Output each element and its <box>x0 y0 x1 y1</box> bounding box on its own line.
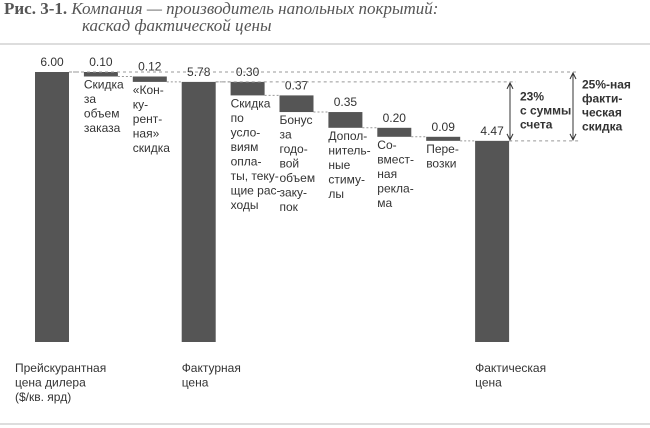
title-line: каскад фактической цены <box>82 16 271 35</box>
category-label: «Кон- <box>133 83 164 97</box>
category-label: за <box>280 128 293 142</box>
value-label: 0.20 <box>383 111 407 125</box>
category-label: ма <box>377 196 392 210</box>
category-label: Допол- <box>328 129 367 143</box>
category-label: заку- <box>280 186 308 200</box>
value-label: 0.37 <box>285 79 309 93</box>
bar <box>181 81 216 343</box>
category-label: усло- <box>231 126 261 140</box>
value-label: 0.12 <box>138 60 162 74</box>
category-label: Прейскурантная <box>15 361 106 375</box>
arrow-head <box>506 81 514 90</box>
value-label: 0.09 <box>432 120 456 134</box>
category-label: вой <box>280 157 300 171</box>
bar <box>132 76 167 82</box>
annotation-text: 23% <box>520 90 544 104</box>
bar <box>279 95 314 113</box>
category-label: лы <box>328 187 344 201</box>
category-label: цена дилера <box>15 376 86 390</box>
category-label: Фактическая <box>475 361 546 375</box>
bar <box>328 112 363 128</box>
annotation-text: с суммы <box>520 104 571 118</box>
category-label: за <box>84 92 97 106</box>
category-label: щие рас- <box>231 184 281 198</box>
title-label: Рис. 3-1. <box>4 0 67 18</box>
bar <box>230 81 265 96</box>
annotation-text: скидка <box>582 120 623 134</box>
category-label: ные <box>328 158 350 172</box>
category-label: Фактурная <box>182 361 241 375</box>
category-label: ходы <box>231 198 259 212</box>
category-label: ная <box>377 167 397 181</box>
category-label: цена <box>475 376 502 390</box>
category-label: ты, теку- <box>231 169 279 183</box>
annotation-text: ческая <box>582 106 622 120</box>
category-label: рент- <box>133 112 162 126</box>
category-label: по <box>231 111 244 125</box>
annotation-text: 25%-ная <box>582 78 631 92</box>
category-label: объем <box>84 107 120 121</box>
category-label: пок <box>280 200 299 214</box>
annotation-text: счета <box>520 118 553 132</box>
value-label: 0.35 <box>334 95 358 109</box>
arrow-head <box>569 71 577 80</box>
bar <box>426 136 461 141</box>
chart-title: Рис. 3-1. Компания — производитель напол… <box>4 0 438 18</box>
category-label: опла- <box>231 155 262 169</box>
value-label: 0.30 <box>236 65 260 79</box>
category-label: объем <box>280 171 316 185</box>
annotation-text: факти- <box>582 92 622 106</box>
category-label: рекла- <box>377 181 413 195</box>
category-label: цена <box>182 376 209 390</box>
value-label: 5.78 <box>187 65 211 79</box>
value-label: 4.47 <box>480 124 504 138</box>
category-label: ку- <box>133 98 148 112</box>
category-label: ($/кв. ярд) <box>15 390 71 404</box>
arrow-head <box>506 133 514 141</box>
bar <box>377 127 412 137</box>
category-label: заказа <box>84 121 121 135</box>
category-label: возки <box>426 157 456 171</box>
value-label: 0.10 <box>89 55 113 69</box>
value-label: 6.00 <box>40 55 64 69</box>
category-label: стиму- <box>328 172 365 186</box>
category-label: Со- <box>377 138 396 152</box>
category-label: ная» <box>133 127 160 141</box>
arrow-head <box>569 133 577 141</box>
category-label: Пере- <box>426 142 459 156</box>
category-label: вмест- <box>377 152 414 166</box>
bar <box>475 140 510 342</box>
category-label: годо- <box>280 142 308 156</box>
bar <box>35 72 69 342</box>
bar <box>83 72 118 77</box>
category-label: Бонус <box>280 113 313 127</box>
category-label: скидка <box>133 141 170 155</box>
category-label: нитель- <box>328 143 370 157</box>
category-label: Скидка <box>84 78 124 92</box>
category-label: виям <box>231 140 259 154</box>
category-label: Скидка <box>231 97 271 111</box>
title-line: Компания — производитель напольных покры… <box>70 0 438 18</box>
